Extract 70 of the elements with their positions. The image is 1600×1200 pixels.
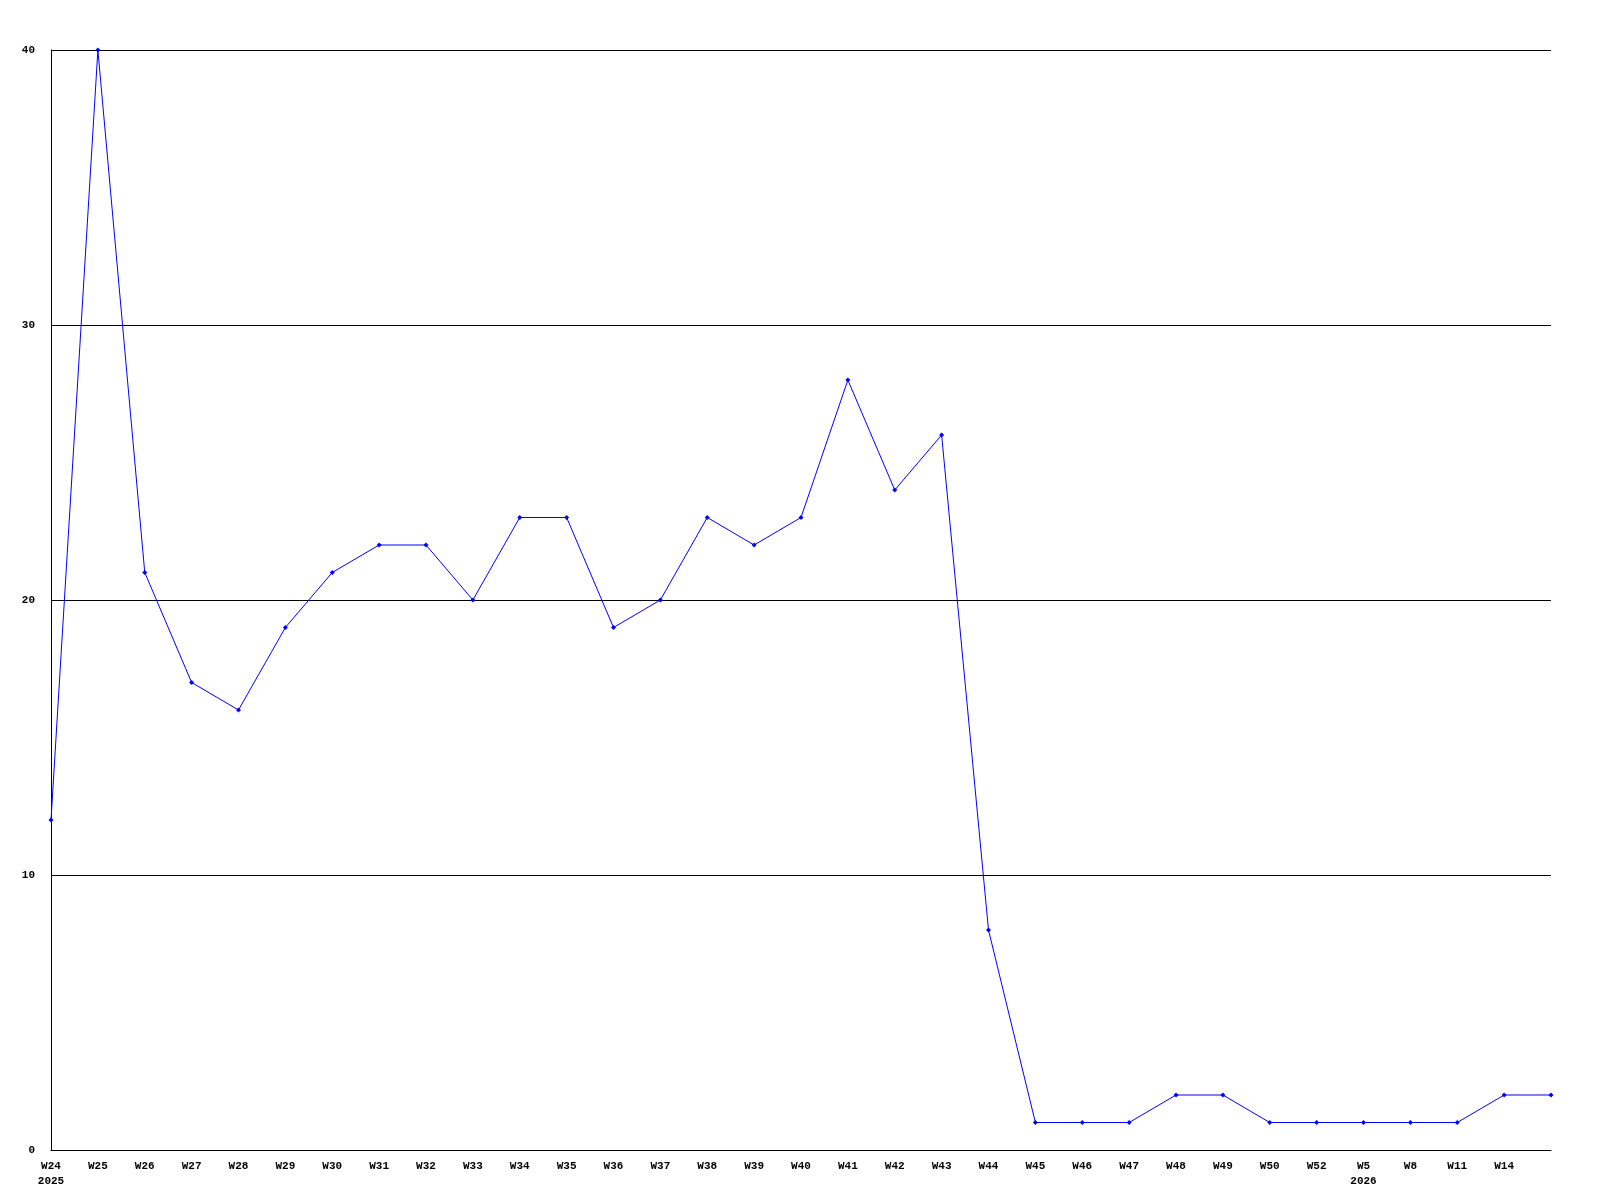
x-tick-label: W29 [275,1159,296,1172]
point [1267,1120,1273,1125]
point [48,817,54,823]
point [1548,1092,1554,1098]
x-tick-label: W44 [978,1159,999,1172]
x-tick-label: W14 [1494,1159,1515,1172]
x-tick-label: W34 [509,1159,531,1172]
x-tick-label: W28 [228,1159,249,1172]
x-tick-label: W24 2025 [37,1159,65,1187]
x-tick-label: W37 [650,1159,671,1172]
point [236,707,241,713]
x-tick-label: W49 [1212,1159,1233,1172]
x-tick-label: W46 [1072,1159,1093,1172]
y-tick-label: 40 [21,44,35,56]
point [1032,1120,1038,1125]
point [798,515,804,520]
x-tick-label: W39 [744,1159,765,1172]
x-tick-label: W45 [1025,1159,1046,1172]
point [423,542,429,548]
y-tick-label: 10 [21,869,35,881]
y-tick-label: 0 [28,1144,35,1156]
point [1079,1120,1085,1125]
y-tick-label: 20 [21,594,35,606]
point [892,487,898,493]
x-tick-label: W42 [884,1159,905,1172]
x-tick-label: W35 [556,1159,577,1172]
x-tick-label: W47 [1119,1159,1140,1172]
x-tick-label: W48 [1166,1159,1187,1172]
x-tick-label: W11 [1447,1159,1468,1172]
x-tick-label: W31 [369,1159,390,1172]
point [1501,1092,1507,1098]
x-tick-label: W38 [697,1159,718,1172]
point [1314,1120,1320,1125]
point [95,47,101,53]
point [1361,1120,1366,1125]
x-tick-label: W50 [1259,1159,1280,1172]
point [1454,1120,1460,1125]
y-tick-label: 30 [21,319,35,331]
point [845,377,851,383]
x-tick-label: W8 [1403,1159,1418,1172]
x-tick-label: W25 [87,1159,109,1172]
point [1407,1120,1413,1125]
x-tick-label: W52 [1306,1159,1327,1172]
point [142,570,148,575]
x-tick-label: W41 [837,1159,859,1172]
point [1173,1092,1179,1098]
point [939,432,945,438]
x-tick-label: W27 [181,1159,202,1172]
point [189,680,195,685]
point [611,625,616,630]
point [329,570,335,575]
x-tick-label: W36 [603,1159,624,1172]
x-tick-label: W33 [462,1159,484,1172]
point [1220,1092,1226,1098]
x-tick-label: W26 [134,1159,155,1172]
x-tick-label: W5 2026 [1350,1159,1377,1187]
x-tick-label: W30 [322,1159,343,1172]
point [657,597,663,603]
point [704,515,710,520]
point [470,597,476,603]
x-tick-label: W43 [931,1159,952,1172]
point [376,542,382,548]
x-tick-label: W40 [791,1159,811,1172]
point [1126,1120,1132,1125]
point [986,927,991,933]
point [517,515,523,520]
x-tick-label: W32 [416,1159,436,1172]
point [282,625,288,630]
point [564,515,570,520]
point [751,542,757,548]
